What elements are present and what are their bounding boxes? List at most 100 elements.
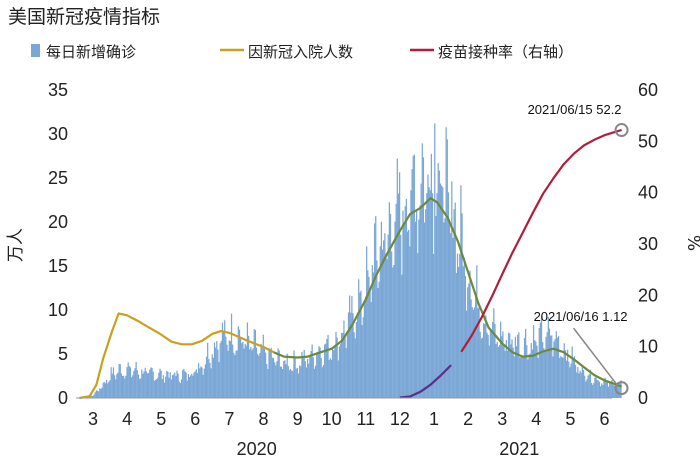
bar (360, 290, 362, 398)
bar (250, 347, 252, 398)
bar (607, 386, 610, 398)
bar (563, 343, 565, 398)
bar (347, 312, 350, 398)
bar (90, 396, 92, 398)
bar (239, 337, 242, 398)
bar (587, 375, 589, 398)
x-tick-label: 5 (565, 409, 575, 429)
bar (553, 341, 555, 398)
bar (170, 379, 172, 398)
bar (245, 345, 247, 398)
bar (299, 365, 301, 398)
bar (197, 363, 200, 398)
bar (236, 350, 238, 398)
bar (385, 253, 387, 398)
bar (124, 378, 126, 398)
bar (361, 325, 363, 398)
bar (369, 289, 371, 398)
y2-axis-label: % (683, 235, 700, 251)
bar (502, 331, 504, 398)
bar (346, 333, 348, 398)
y-tick-label: 15 (48, 256, 68, 276)
bar (532, 325, 535, 398)
bar (317, 351, 319, 398)
bar (569, 367, 571, 398)
bar (98, 391, 100, 398)
bar (119, 364, 121, 398)
bar (140, 378, 142, 398)
bar (280, 366, 283, 398)
bar (228, 340, 230, 398)
bar (257, 353, 259, 398)
bar (512, 347, 514, 398)
bar (127, 362, 129, 398)
bar (409, 246, 411, 398)
bar (389, 213, 392, 398)
bar (530, 343, 532, 398)
year-labels: 2020 2021 (237, 439, 540, 459)
bar (413, 154, 415, 398)
bar (211, 354, 213, 398)
bar (261, 345, 263, 398)
bar (183, 368, 185, 398)
bar (287, 365, 289, 398)
y2-tick-label: 50 (638, 131, 658, 151)
bar (163, 382, 166, 398)
bar (539, 322, 542, 398)
bar (395, 203, 397, 398)
bar (430, 153, 433, 398)
bar (209, 362, 211, 398)
bar (445, 127, 447, 398)
bar (348, 295, 351, 398)
bar (372, 272, 375, 398)
bar (354, 338, 356, 398)
bar (226, 344, 228, 398)
bar (334, 344, 336, 398)
bar (145, 371, 147, 398)
y2-tick-label: 0 (638, 388, 648, 408)
bar (471, 307, 473, 398)
bar (101, 387, 103, 398)
bar (511, 339, 513, 398)
bar (601, 383, 603, 398)
bar (581, 365, 584, 398)
bar (326, 338, 328, 398)
legend-label-vaccination: 疫苗接种率（右轴） (438, 43, 573, 61)
bar (517, 334, 519, 398)
bar (515, 346, 518, 398)
bar (251, 350, 253, 398)
bar (579, 370, 581, 398)
bar (224, 320, 226, 398)
bar (304, 361, 306, 398)
bar (482, 323, 485, 398)
bar (560, 356, 562, 398)
bar (335, 332, 337, 398)
bar (568, 361, 570, 398)
x-tick-label: 12 (390, 409, 410, 429)
bar (393, 264, 395, 398)
bar (477, 308, 479, 398)
bar (378, 281, 380, 398)
bar (269, 350, 271, 398)
bar (604, 377, 606, 398)
bar (368, 276, 370, 398)
bar (271, 357, 274, 398)
bar (405, 198, 408, 398)
bar (476, 265, 478, 398)
bar (401, 274, 403, 398)
bar (400, 234, 402, 398)
bar (571, 346, 573, 398)
y2-tick-label: 20 (638, 285, 658, 305)
bar (266, 364, 268, 398)
bar (138, 378, 141, 398)
bar (611, 379, 613, 398)
bar (498, 345, 501, 398)
bar (352, 313, 354, 398)
bar (547, 316, 549, 398)
bar (166, 370, 168, 398)
bar (434, 123, 436, 398)
bar (452, 237, 454, 398)
bar (418, 219, 420, 398)
bar (168, 377, 170, 398)
bar (213, 342, 216, 398)
